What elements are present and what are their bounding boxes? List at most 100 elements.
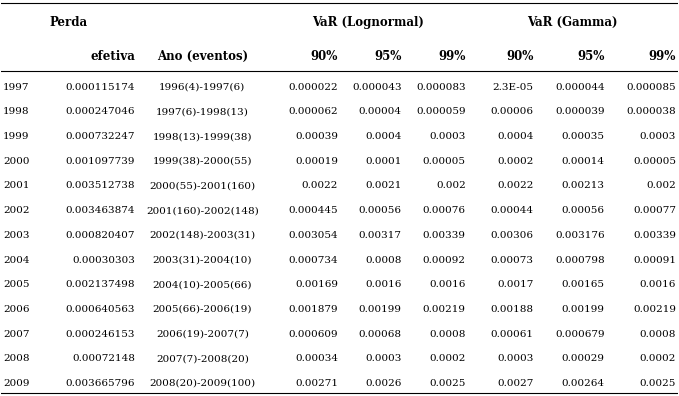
Text: 0.00068: 0.00068 <box>359 329 402 339</box>
Text: 0.000022: 0.000022 <box>289 83 338 91</box>
Text: 0.00039: 0.00039 <box>295 132 338 141</box>
Text: 0.000083: 0.000083 <box>416 83 466 91</box>
Text: 2002(148)-2003(31): 2002(148)-2003(31) <box>149 231 255 240</box>
Text: 0.0003: 0.0003 <box>365 354 402 363</box>
Text: 2006(19)-2007(7): 2006(19)-2007(7) <box>156 329 249 339</box>
Text: 1999: 1999 <box>3 132 29 141</box>
Text: 0.000062: 0.000062 <box>289 107 338 116</box>
Text: 0.000038: 0.000038 <box>627 107 676 116</box>
Text: 2003: 2003 <box>3 231 29 240</box>
Text: 0.00056: 0.00056 <box>359 206 402 215</box>
Text: 0.0008: 0.0008 <box>640 329 676 339</box>
Text: 90%: 90% <box>310 50 338 63</box>
Text: 0.001097739: 0.001097739 <box>66 157 135 166</box>
Text: 0.00004: 0.00004 <box>359 107 402 116</box>
Text: 0.00213: 0.00213 <box>562 181 605 190</box>
Text: 0.0003: 0.0003 <box>497 354 533 363</box>
Text: 99%: 99% <box>439 50 466 63</box>
Text: 2000: 2000 <box>3 157 29 166</box>
Text: 0.00044: 0.00044 <box>490 206 533 215</box>
Text: 2007(7)-2008(20): 2007(7)-2008(20) <box>156 354 249 363</box>
Text: 0.000085: 0.000085 <box>627 83 676 91</box>
Text: 0.0008: 0.0008 <box>365 255 402 265</box>
Text: 0.00091: 0.00091 <box>633 255 676 265</box>
Text: 0.003512738: 0.003512738 <box>66 181 135 190</box>
Text: 2001: 2001 <box>3 181 29 190</box>
Text: 0.00029: 0.00029 <box>562 354 605 363</box>
Text: 95%: 95% <box>577 50 605 63</box>
Text: 0.00072148: 0.00072148 <box>72 354 135 363</box>
Text: 0.003054: 0.003054 <box>289 231 338 240</box>
Text: 0.000640563: 0.000640563 <box>66 305 135 314</box>
Text: 0.00056: 0.00056 <box>562 206 605 215</box>
Text: 0.0002: 0.0002 <box>429 354 466 363</box>
Text: 0.0001: 0.0001 <box>365 157 402 166</box>
Text: 1999(38)-2000(55): 1999(38)-2000(55) <box>153 157 252 166</box>
Text: 0.0022: 0.0022 <box>301 181 338 190</box>
Text: 0.000247046: 0.000247046 <box>66 107 135 116</box>
Text: 0.000115174: 0.000115174 <box>66 83 135 91</box>
Text: 0.00061: 0.00061 <box>490 329 533 339</box>
Text: 2005: 2005 <box>3 280 29 289</box>
Text: 2009: 2009 <box>3 379 29 388</box>
Text: 0.00219: 0.00219 <box>633 305 676 314</box>
Text: 0.00271: 0.00271 <box>295 379 338 388</box>
Text: 0.00005: 0.00005 <box>423 157 466 166</box>
Text: 2004(10)-2005(66): 2004(10)-2005(66) <box>153 280 252 289</box>
Text: 0.000039: 0.000039 <box>555 107 605 116</box>
Text: 0.0021: 0.0021 <box>365 181 402 190</box>
Text: 0.000679: 0.000679 <box>555 329 605 339</box>
Text: 1996(4)-1997(6): 1996(4)-1997(6) <box>160 83 246 91</box>
Text: 0.002: 0.002 <box>646 181 676 190</box>
Text: 0.0025: 0.0025 <box>429 379 466 388</box>
Text: 99%: 99% <box>648 50 676 63</box>
Text: 0.000246153: 0.000246153 <box>66 329 135 339</box>
Text: 0.0026: 0.0026 <box>365 379 402 388</box>
Text: 0.0016: 0.0016 <box>429 280 466 289</box>
Text: 0.00077: 0.00077 <box>633 206 676 215</box>
Text: 2004: 2004 <box>3 255 29 265</box>
Text: 2008(20)-2009(100): 2008(20)-2009(100) <box>149 379 255 388</box>
Text: 0.003463874: 0.003463874 <box>66 206 135 215</box>
Text: 2001(160)-2002(148): 2001(160)-2002(148) <box>146 206 259 215</box>
Text: 0.0027: 0.0027 <box>497 379 533 388</box>
Text: 0.0025: 0.0025 <box>640 379 676 388</box>
Text: 0.002: 0.002 <box>436 181 466 190</box>
Text: 0.0002: 0.0002 <box>640 354 676 363</box>
Text: 0.00199: 0.00199 <box>359 305 402 314</box>
Text: 0.0016: 0.0016 <box>640 280 676 289</box>
Text: 0.000445: 0.000445 <box>289 206 338 215</box>
Text: 0.00006: 0.00006 <box>490 107 533 116</box>
Text: 0.000044: 0.000044 <box>555 83 605 91</box>
Text: 0.00014: 0.00014 <box>562 157 605 166</box>
Text: 0.00306: 0.00306 <box>490 231 533 240</box>
Text: 0.003176: 0.003176 <box>555 231 605 240</box>
Text: 2.3E-05: 2.3E-05 <box>492 83 533 91</box>
Text: Perda: Perda <box>50 16 88 29</box>
Text: 0.001879: 0.001879 <box>289 305 338 314</box>
Text: 0.000059: 0.000059 <box>416 107 466 116</box>
Text: 2003(31)-2004(10): 2003(31)-2004(10) <box>153 255 252 265</box>
Text: 0.00035: 0.00035 <box>562 132 605 141</box>
Text: 0.0002: 0.0002 <box>497 157 533 166</box>
Text: 0.00199: 0.00199 <box>562 305 605 314</box>
Text: VaR (Lognormal): VaR (Lognormal) <box>312 16 424 29</box>
Text: 0.0017: 0.0017 <box>497 280 533 289</box>
Text: efetiva: efetiva <box>90 50 135 63</box>
Text: 1997(6)-1998(13): 1997(6)-1998(13) <box>156 107 249 116</box>
Text: 0.00339: 0.00339 <box>633 231 676 240</box>
Text: 0.0016: 0.0016 <box>365 280 402 289</box>
Text: 0.00264: 0.00264 <box>562 379 605 388</box>
Text: 0.00005: 0.00005 <box>633 157 676 166</box>
Text: 1998(13)-1999(38): 1998(13)-1999(38) <box>153 132 252 141</box>
Text: 0.00165: 0.00165 <box>562 280 605 289</box>
Text: 0.00076: 0.00076 <box>423 206 466 215</box>
Text: 0.0008: 0.0008 <box>429 329 466 339</box>
Text: 0.00219: 0.00219 <box>423 305 466 314</box>
Text: 0.00188: 0.00188 <box>490 305 533 314</box>
Text: 0.000609: 0.000609 <box>289 329 338 339</box>
Text: 90%: 90% <box>506 50 533 63</box>
Text: 0.0004: 0.0004 <box>497 132 533 141</box>
Text: 0.00169: 0.00169 <box>295 280 338 289</box>
Text: 0.00034: 0.00034 <box>295 354 338 363</box>
